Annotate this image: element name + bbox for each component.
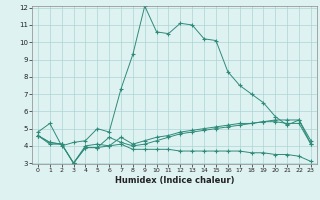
- X-axis label: Humidex (Indice chaleur): Humidex (Indice chaleur): [115, 176, 234, 185]
